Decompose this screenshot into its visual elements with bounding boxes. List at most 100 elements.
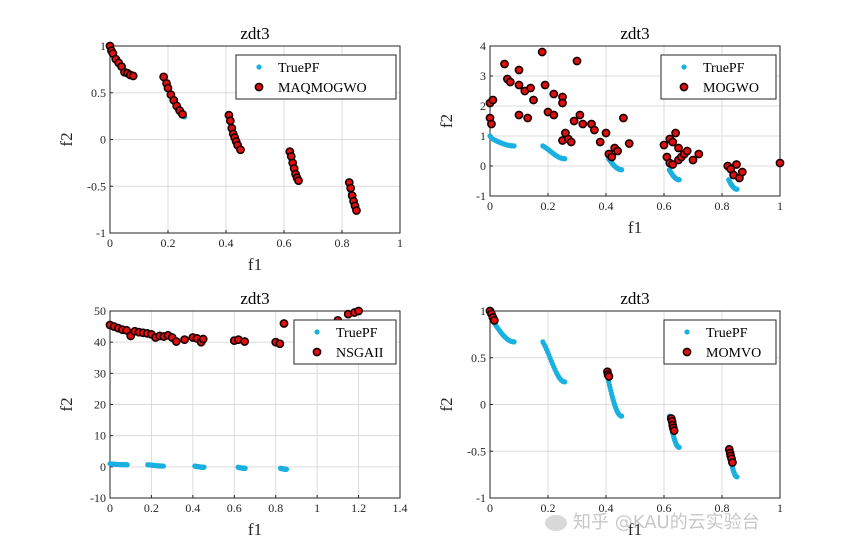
legend-box [293,319,397,365]
x-tick-label: 0.8 [268,501,283,515]
data-point [572,56,582,66]
y-tick-label: -1 [476,189,486,203]
legend-marker [312,347,322,357]
data-point [500,59,509,69]
legend-box [660,54,777,100]
truepf-point [124,462,130,468]
x-axis-label: f1 [628,218,642,237]
series-maqmogwo [105,41,361,215]
data-point [526,83,535,93]
legend-marker [679,82,689,92]
data-point [669,426,679,436]
x-tick-label: 0.2 [541,501,556,515]
data-point [671,128,680,138]
legend-label: MOMVO [706,346,761,361]
x-tick-label: 0.4 [599,501,614,515]
truepf-point [562,379,568,385]
watermark-text: 知乎 @KAU的云实验台 [573,512,760,533]
data-point [198,334,208,344]
legend-box [235,54,397,100]
chart-title: zdt3 [620,289,649,308]
x-tick-label: 0.6 [277,236,292,250]
truepf-point [160,463,166,469]
data-point [688,155,698,165]
chart-panel-3: 0 0.2 0.4 0.6 0.8 1 1.2 1.4-1001020304050zdt3f1… [57,289,408,539]
truepf-point [201,464,207,470]
x-tick-label: 1 [777,199,783,213]
truepf-point [619,413,625,419]
legend: TruePF NSGAII [293,319,397,365]
y-tick-label: 30 [94,366,106,380]
y-tick-label: 0 [480,159,486,173]
y-axis-label: f2 [57,397,76,411]
legend: TruePF MOGWO [660,54,777,100]
x-tick-label: 0.6 [657,199,672,213]
axes-box [109,310,401,499]
y-tick-label: 2 [480,99,486,113]
chart-title: zdt3 [240,24,269,43]
data-point [613,146,622,156]
data-point [514,65,524,75]
data-point [178,109,187,119]
legend-marker [314,329,320,335]
data-point [728,458,737,467]
legend-label: NSGAII [336,346,384,361]
data-point [775,158,785,168]
truepf-point [283,466,290,472]
legend-label: MAQMOGWO [278,81,367,96]
wechat-icon [545,515,567,531]
x-tick-label: 0.4 [219,236,234,250]
y-tick-label: 0.5 [471,351,486,365]
data-point [694,149,704,159]
y-tick-label: 1 [100,39,106,53]
y-tick-label: 20 [94,398,106,412]
x-tick-label: 1 [397,236,403,250]
data-point [488,95,498,105]
data-point [619,113,628,123]
data-point [578,119,588,129]
y-tick-label: -0.5 [467,444,486,458]
data-point [590,125,599,135]
data-point [569,116,579,126]
data-point [537,47,547,57]
legend-marker [682,347,692,357]
y-axis-label: f2 [437,114,456,128]
y-tick-label: -10 [90,491,106,505]
legend-label: TruePF [703,61,745,76]
data-point [505,77,515,87]
legend: TruePF MAQMOGWO [235,54,397,100]
x-tick-label: 0 [107,236,113,250]
data-point [668,137,678,147]
y-tick-label: 10 [94,429,106,443]
y-tick-label: 0 [480,398,486,412]
y-tick-label: 40 [94,335,106,349]
data-point [595,137,605,147]
x-tick-label: 0.2 [541,199,556,213]
legend-marker [254,82,264,92]
x-tick-label: 0.6 [657,501,672,515]
series-nsgaii [105,306,363,349]
data-point [566,137,576,147]
data-point [604,372,614,381]
truepf-point [734,474,740,480]
data-point [558,98,567,108]
y-tick-label: -1 [476,491,486,505]
data-point [659,140,669,150]
data-point [529,95,538,105]
x-tick-label: 1.4 [393,501,408,515]
truepf-point [511,339,517,345]
legend-box [663,319,777,365]
legend-marker [681,64,687,70]
data-point [352,206,361,215]
data-point [668,160,678,169]
y-tick-label: 1 [480,304,486,318]
y-tick-label: 4 [480,39,486,53]
x-tick-label: 0.8 [715,501,730,515]
truepf-point [619,167,625,173]
axes-box [489,310,781,499]
truepf-point [734,186,740,192]
y-tick-label: 0 [100,133,106,147]
y-tick-label: 1 [480,129,486,143]
